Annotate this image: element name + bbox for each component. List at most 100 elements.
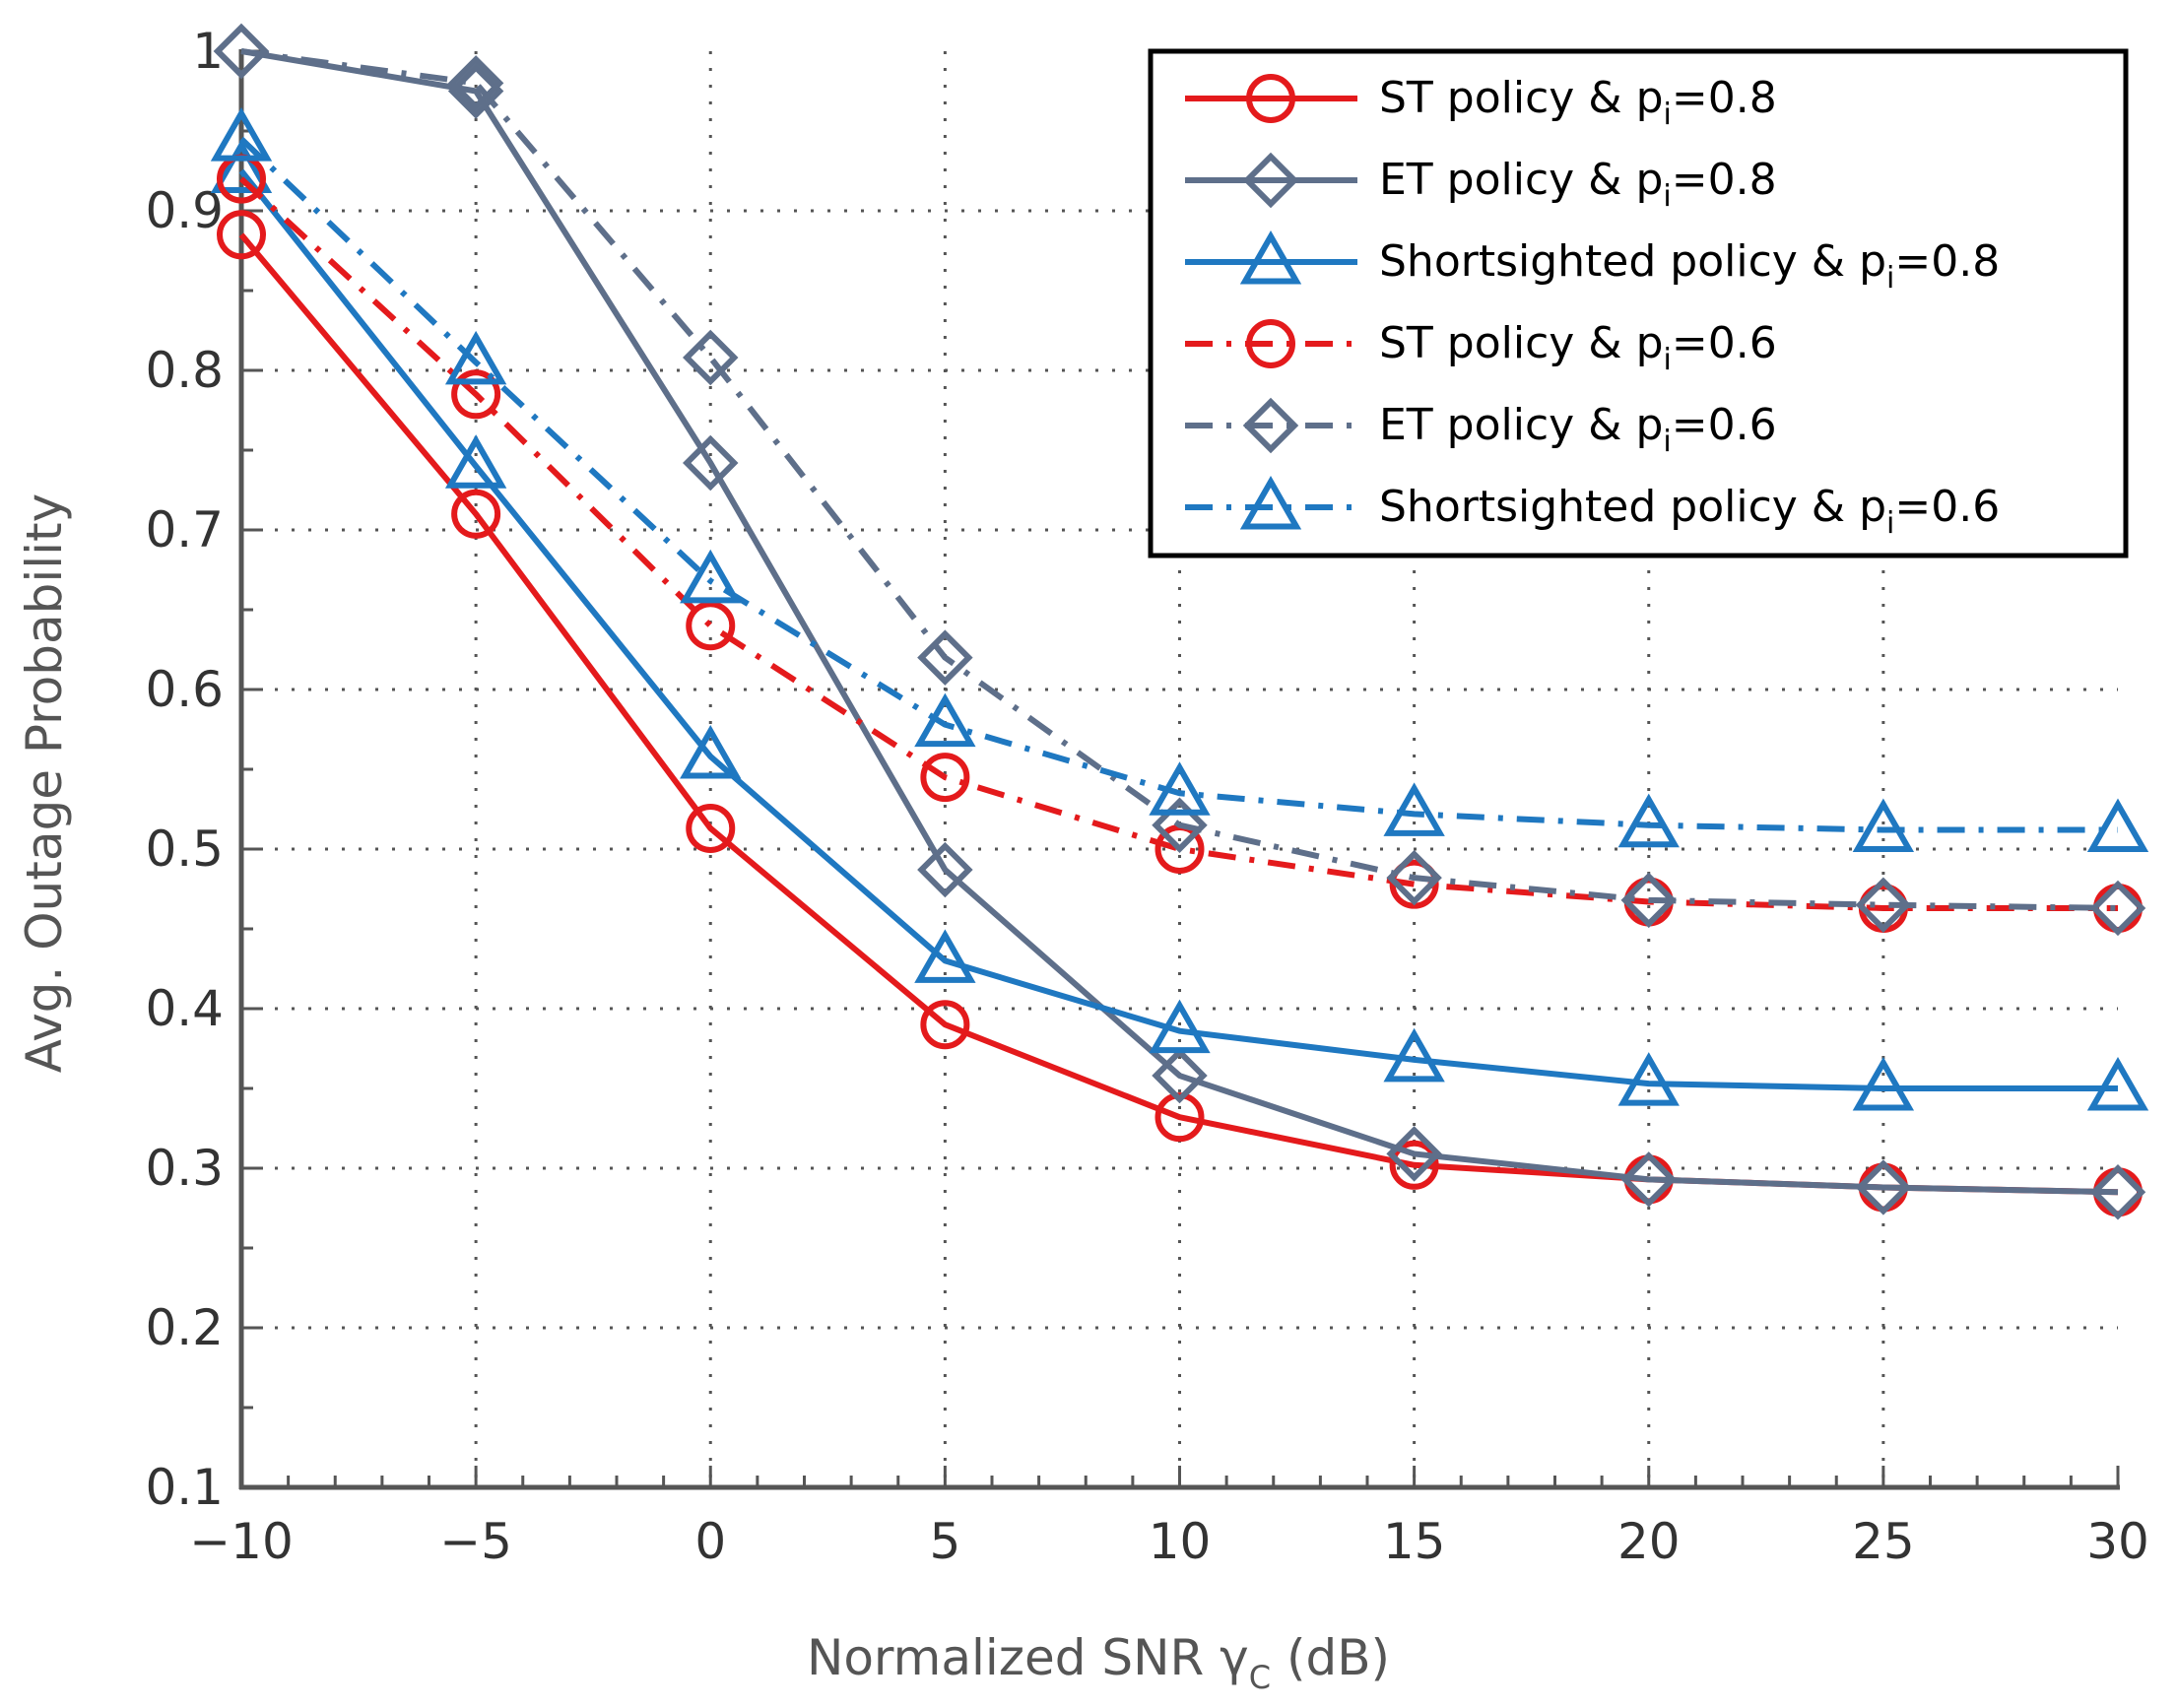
- legend-marker: [1246, 74, 1295, 123]
- x-tick-label: −10: [189, 1513, 294, 1570]
- data-point: [680, 549, 742, 604]
- data-point: [1617, 1052, 1680, 1106]
- x-tick-label: 5: [929, 1513, 960, 1570]
- data-point: [210, 107, 273, 162]
- legend-label: Shortsighted policy & pi=0.8: [1379, 236, 2000, 296]
- data-point: [1386, 1126, 1442, 1182]
- x-axis-title-suffix: (dB): [1271, 1629, 1390, 1686]
- series-layer: [210, 23, 2149, 1220]
- legend-entry: ET policy & pi=0.6: [1185, 397, 1777, 459]
- data-point: [1855, 877, 1912, 933]
- data-point: [451, 369, 501, 420]
- data-point: [217, 210, 266, 260]
- data-point: [917, 629, 973, 686]
- data-point: [917, 841, 973, 898]
- legend-marker: [1242, 397, 1299, 454]
- y-tick-label: 0.8: [145, 342, 224, 399]
- data-point: [1383, 1027, 1445, 1083]
- series-6: [210, 107, 2149, 853]
- series-3: [210, 139, 2149, 1111]
- legend-marker: [1239, 230, 1302, 285]
- legend-label: Shortsighted policy & pi=0.6: [1379, 482, 2000, 541]
- data-point: [680, 724, 742, 779]
- series-line: [240, 48, 2119, 1196]
- x-axis-title-main: Normalized SNR γ: [807, 1629, 1249, 1686]
- data-point: [1620, 872, 1677, 929]
- legend-label-main: ET policy & p: [1379, 155, 1663, 205]
- data-point: [2086, 798, 2149, 853]
- data-point: [2086, 1056, 2149, 1111]
- data-point: [914, 929, 976, 983]
- legend-label-sub: i: [1663, 425, 1671, 459]
- data-point: [683, 434, 739, 492]
- legend-label: ST policy & pi=0.8: [1379, 73, 1777, 132]
- legend-label-value: =0.6: [1894, 482, 2000, 532]
- data-point: [686, 601, 736, 651]
- x-tick-label: 0: [694, 1513, 726, 1570]
- legend-label-main: ST policy & p: [1379, 73, 1664, 123]
- series-2: [213, 23, 2146, 1220]
- data-point: [210, 139, 273, 193]
- series-line: [240, 48, 2119, 911]
- legend-label-value: =0.6: [1672, 318, 1777, 368]
- legend-marker: [1242, 152, 1299, 209]
- y-tick-label: 0.5: [145, 821, 224, 878]
- legend-marker: [1239, 475, 1302, 530]
- legend-label-sub: i: [1664, 98, 1672, 132]
- y-tick-label: 0.6: [145, 661, 224, 718]
- x-axis-title: Normalized SNR γC (dB): [807, 1629, 1390, 1696]
- y-tick-label: 0.3: [145, 1140, 224, 1197]
- legend-label-value: =0.8: [1894, 236, 2000, 287]
- data-point: [447, 55, 504, 111]
- legend: ST policy & pi=0.8ET policy & pi=0.8Shor…: [1148, 48, 2129, 558]
- data-point: [444, 434, 507, 489]
- legend-entry: ST policy & pi=0.8: [1185, 73, 1777, 132]
- legend-label-value: =0.8: [1672, 155, 1777, 205]
- legend-entry: ST policy & pi=0.6: [1185, 318, 1777, 377]
- data-point: [1149, 761, 1211, 816]
- x-axis-title-sub: C: [1249, 1659, 1271, 1696]
- x-tick-label: 30: [2086, 1513, 2149, 1570]
- axes: −10 −5 0 5 10 15 20 25 30 0.1 0.2 0.3 0.4 0.5 0.6 0.7 0.…: [145, 23, 2148, 1570]
- legend-label-main: Shortsighted policy & p: [1379, 236, 1886, 287]
- legend-label-sub: i: [1886, 506, 1894, 541]
- data-point: [447, 63, 504, 119]
- series-line: [238, 136, 2118, 833]
- data-point: [2089, 1164, 2146, 1220]
- data-point: [1852, 1056, 1915, 1111]
- legend-box: [1148, 48, 2129, 558]
- data-point: [1389, 859, 1439, 909]
- data-point: [1383, 782, 1445, 836]
- legend-label-main: ST policy & p: [1379, 318, 1664, 368]
- data-point: [1386, 849, 1442, 906]
- x-tick-label: −5: [439, 1513, 512, 1570]
- series-5: [213, 23, 2146, 937]
- legend-entry: ET policy & pi=0.8: [1185, 152, 1777, 214]
- data-point: [444, 330, 507, 385]
- legend-entry: Shortsighted policy & pi=0.6: [1185, 475, 2000, 541]
- x-tick-label: 10: [1149, 1513, 1212, 1570]
- x-tick-label: 20: [1617, 1513, 1681, 1570]
- y-tick-label: 0.2: [145, 1299, 224, 1356]
- legend-label-sub: i: [1886, 261, 1894, 296]
- legend-marker: [1246, 319, 1295, 368]
- data-point: [1620, 1151, 1677, 1208]
- legend-entry: Shortsighted policy & pi=0.8: [1185, 230, 2000, 296]
- x-tick-label: 25: [1852, 1513, 1915, 1570]
- data-point: [920, 1000, 970, 1050]
- legend-label: ST policy & pi=0.6: [1379, 318, 1777, 377]
- data-point: [1389, 1140, 1439, 1190]
- legend-label-sub: i: [1663, 179, 1671, 214]
- data-point: [920, 753, 970, 803]
- data-point: [1855, 1159, 1912, 1215]
- y-axis-title: Avg. Outage Probability: [16, 493, 73, 1073]
- series-line: [238, 176, 2118, 911]
- series-line: [238, 168, 2118, 1091]
- legend-label-sub: i: [1664, 343, 1672, 377]
- y-tick-label: 0.4: [145, 980, 224, 1037]
- legend-label: ET policy & pi=0.8: [1379, 155, 1777, 214]
- legend-label-main: ET policy & p: [1379, 400, 1663, 450]
- data-point: [1149, 999, 1211, 1054]
- data-point: [1852, 798, 1915, 853]
